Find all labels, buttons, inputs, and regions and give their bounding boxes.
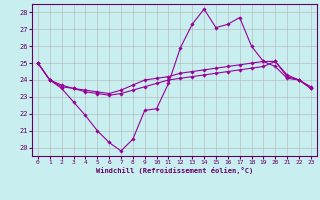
X-axis label: Windchill (Refroidissement éolien,°C): Windchill (Refroidissement éolien,°C) xyxy=(96,167,253,174)
